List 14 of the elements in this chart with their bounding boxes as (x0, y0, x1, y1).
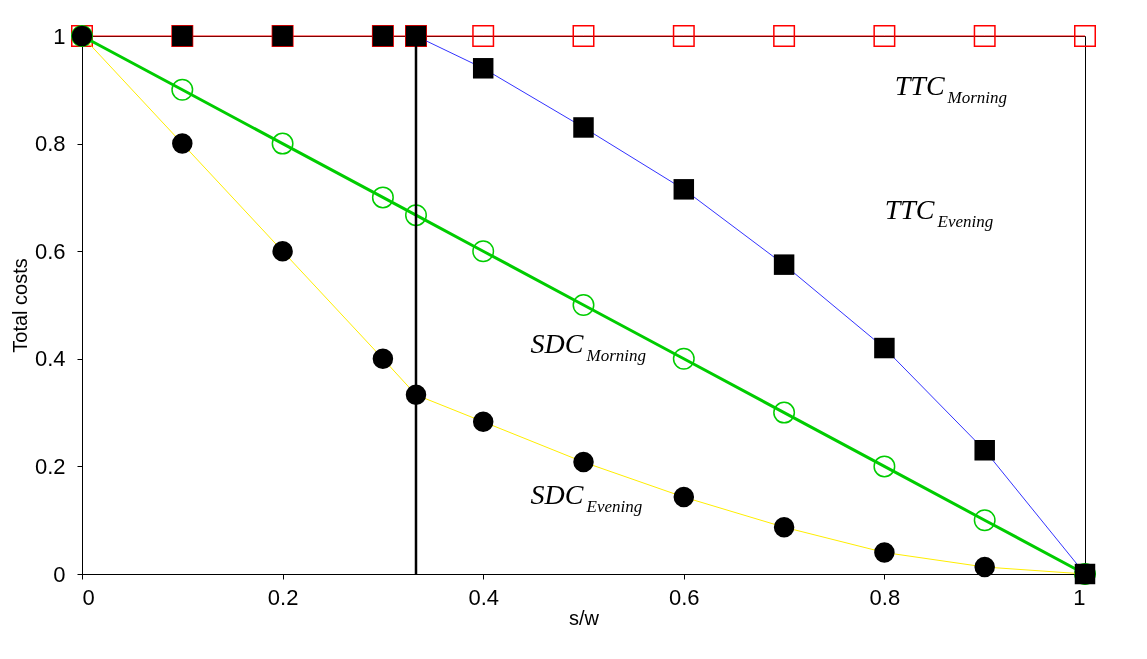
x-tick-label: 0.8 (869, 584, 901, 610)
x-tick-label: 0.2 (267, 584, 299, 610)
y-tick-label: 0.4 (34, 346, 66, 372)
y-axis-title: Total costs (8, 258, 31, 353)
x-tick-label: 0.4 (468, 584, 499, 610)
y-tick-label: 0 (53, 561, 66, 587)
y-tick-label: 0.8 (34, 131, 66, 157)
x-axis-title: s/w (569, 606, 600, 629)
x-tick-label: 0 (82, 584, 95, 610)
y-tick-label: 1 (53, 23, 66, 49)
x-tick-label: 0.6 (669, 584, 700, 610)
y-tick-label: 0.2 (34, 453, 66, 479)
y-tick-label: 0.6 (34, 238, 66, 264)
x-tick-label: 1 (1073, 584, 1086, 610)
